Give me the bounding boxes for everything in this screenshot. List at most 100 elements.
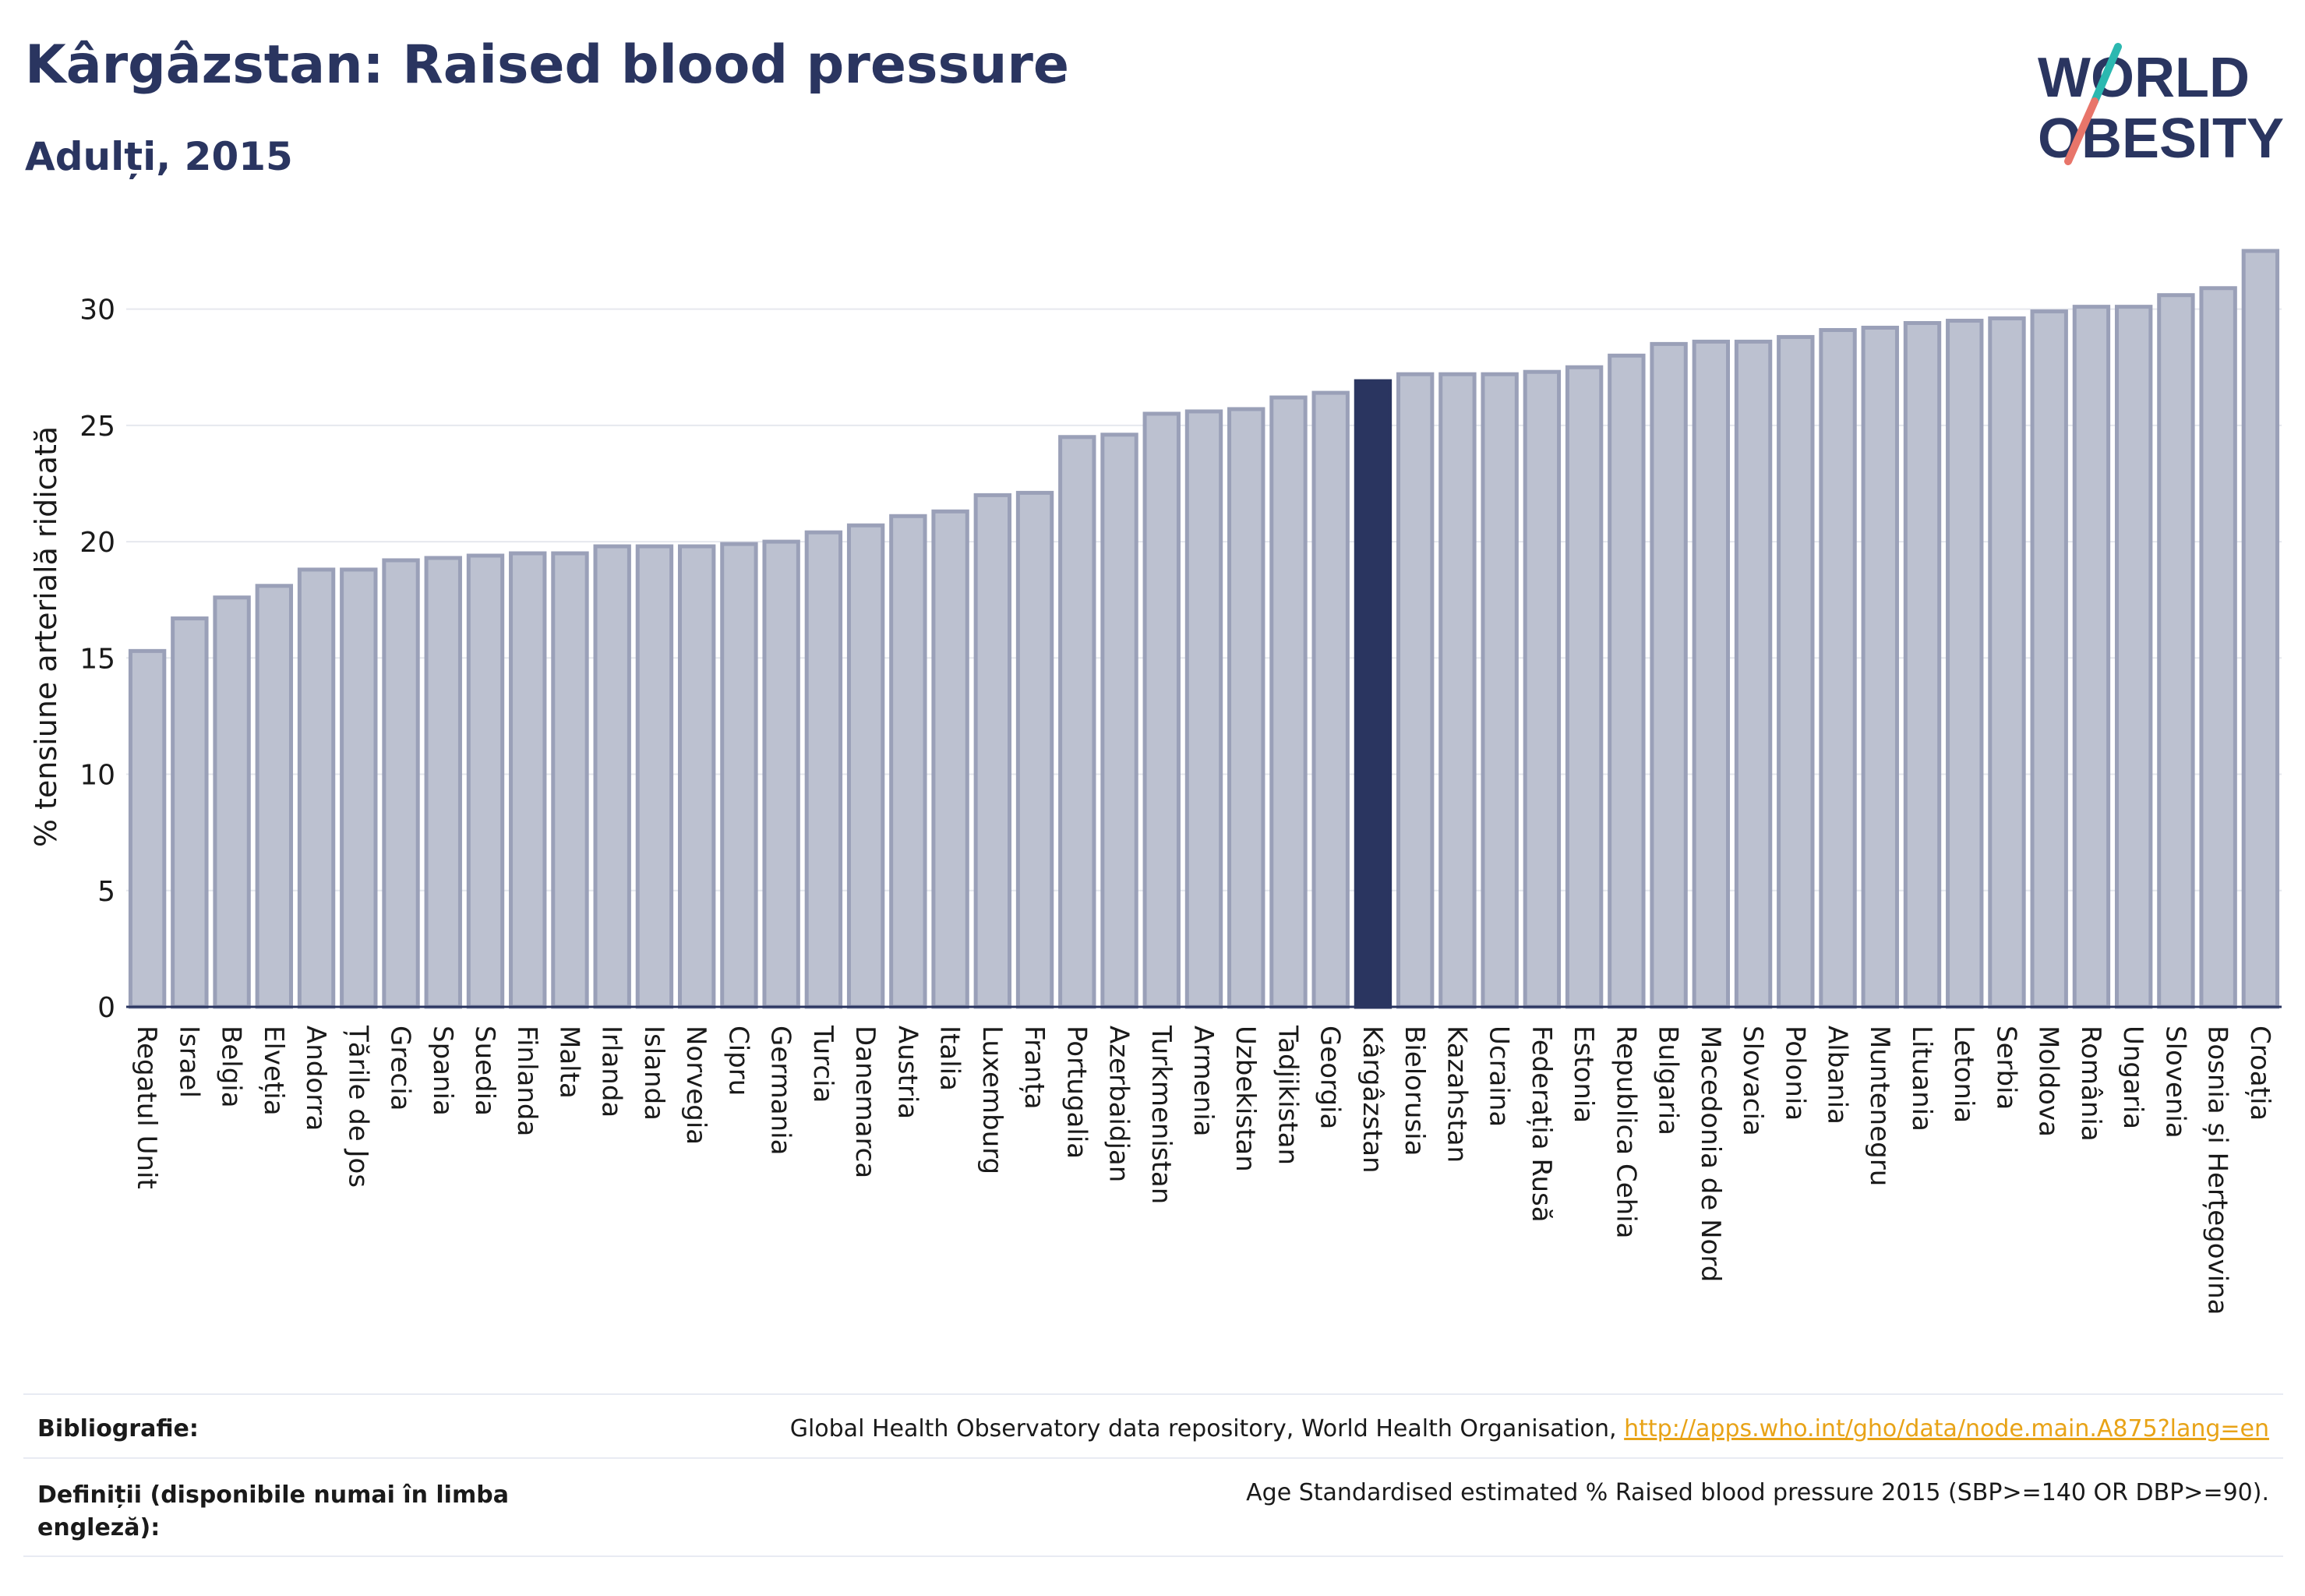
x-tick-label: Slovacia [1737,1026,1768,1136]
bars [128,249,2280,1009]
x-tick-label: Irlanda [596,1026,627,1118]
x-tick-label: Grecia [385,1026,416,1110]
y-tick-label: 20 [79,527,115,559]
bar [551,551,589,1009]
bar [382,558,420,1009]
x-tick-label: Turcia [807,1025,838,1103]
x-tick-label: Spania [427,1026,458,1116]
footer-bibliography: Bibliografie: Global Health Observatory … [23,1412,2283,1451]
bar [1396,372,1435,1009]
x-tick-label: Suedia [469,1026,500,1116]
bar [340,567,378,1009]
x-tick-label: Estonia [1568,1026,1599,1123]
x-tick-label: Ungaria [2117,1026,2148,1129]
x-tick-label: Macedonia de Nord [1695,1026,1726,1282]
logo-text-world: WORLD [2038,47,2250,109]
bar [2199,286,2237,1009]
bar [466,553,505,1009]
bar [255,584,294,1009]
definitions-label: Definiții (disponibile numai în limba en… [37,1479,509,1545]
bar [593,544,631,1009]
bar [128,648,167,1009]
x-tick-label: Letonia [1948,1026,1979,1123]
x-tick-label: Azerbaidjan [1103,1026,1135,1182]
bibliography-value: Global Health Observatory data repositor… [790,1415,2269,1442]
bibliography-text: Global Health Observatory data repositor… [789,1415,1617,1442]
y-tick-label: 10 [79,760,115,792]
x-tick-label: Belgia [216,1026,247,1108]
y-axis-ticks: 0 5 10 15 20 25 30 [79,295,115,1024]
bar [1861,325,1899,1009]
bar [1608,353,1646,1009]
bar [509,551,547,1009]
x-tick-label: Islanda [638,1026,669,1121]
x-tick-label: Finlanda [511,1026,542,1136]
chart-title: Kârgâzstan: Raised blood pressure [25,34,1070,96]
x-tick-label: Luxemburg [976,1026,1008,1174]
x-tick-label: Bielorusia [1399,1026,1430,1156]
x-tick-label: Uzbekistan [1230,1026,1261,1172]
x-tick-label: Croația [2244,1026,2275,1121]
bar [1650,341,1688,1009]
x-tick-label: Danemarca [849,1026,881,1178]
y-tick-label: 30 [79,295,115,327]
x-tick-label: Elveția [258,1026,289,1116]
bibliography-label: Bibliografie: [37,1415,199,1442]
footer-divider-bottom [23,1555,2283,1557]
bar [677,544,716,1009]
x-tick-label: Andorra [300,1026,331,1131]
definitions-label-line2: engleză): [37,1514,161,1541]
bar [424,556,462,1009]
x-tick-label: Moldova [2033,1026,2064,1137]
x-tick-label: Italia [934,1026,965,1091]
bar [973,493,1012,1009]
x-tick-label: Kazahstan [1441,1026,1472,1163]
bar [2114,305,2153,1009]
footer-divider-top [23,1393,2283,1395]
bar [1184,409,1223,1009]
x-tick-label: Albania [1822,1026,1853,1125]
x-tick-label: Regatul Unit [131,1026,162,1189]
x-tick-label: Republica Cehia [1610,1026,1641,1238]
bar [2030,309,2068,1009]
bibliography-link[interactable]: http://apps.who.int/gho/data/node.main.A… [1624,1415,2269,1442]
bar [2157,293,2195,1009]
bar [762,539,800,1009]
footer-definitions: Definiții (disponibile numai în limba en… [23,1476,2283,1546]
bar [635,544,674,1009]
bar [1100,433,1138,1009]
x-tick-label: Portugalia [1061,1026,1092,1159]
bar [1734,339,1773,1009]
bar [1692,339,1731,1009]
bar [213,595,251,1009]
x-tick-label: Norvegia [680,1026,711,1145]
world-obesity-logo: WORLD OBESITY [2038,43,2284,165]
bar [2241,249,2280,1009]
bar [1354,379,1393,1009]
y-axis-label: % tensiune arterială ridicată [29,426,63,847]
bar [1481,372,1519,1009]
x-tick-label: Austria [891,1026,923,1119]
bar [1438,372,1477,1009]
bar [720,542,758,1009]
bar [1269,395,1308,1009]
bar [1015,490,1054,1009]
logo-slash-teal [2091,43,2122,105]
y-tick-label: 0 [97,992,115,1024]
x-tick-label: Țările de Jos [342,1025,373,1188]
x-tick-label: Tadjikistan [1272,1025,1303,1165]
bar [1565,365,1604,1009]
definitions-label-line1: Definiții (disponibile numai în limba [37,1481,509,1509]
bar [1819,327,1857,1009]
x-tick-label: Georgia [1315,1026,1346,1129]
x-tick-label: Bosnia și Herțegovina [2202,1026,2233,1315]
x-tick-label: Israel [173,1026,204,1098]
definitions-value: Age Standardised estimated % Raised bloo… [1246,1479,2269,1506]
x-tick-label: Polonia [1779,1026,1810,1121]
bar-chart: 0 5 10 15 20 25 30 Regatul Unit Israel Belgia Elv… [29,249,2282,1315]
bar [2072,305,2111,1009]
x-tick-label: Germania [765,1026,796,1155]
bar [1946,319,1984,1009]
x-tick-label: România [2075,1026,2106,1142]
x-tick-label: Lituania [1906,1026,1937,1132]
